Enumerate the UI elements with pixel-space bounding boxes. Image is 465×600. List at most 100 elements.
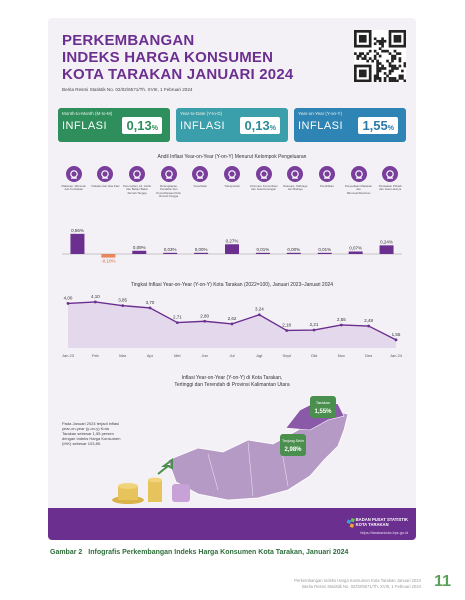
- contribution-bar: [70, 233, 85, 254]
- qr-module: [376, 52, 379, 55]
- qr-code[interactable]: [354, 30, 407, 83]
- qr-module: [363, 54, 367, 58]
- summary-mtm-unit: %: [151, 125, 158, 132]
- qr-module: [398, 74, 402, 78]
- bps-org-name: BADAN PUSAT STATISTIK KOTA TARAKAN: [356, 517, 408, 527]
- qr-module: [361, 57, 365, 60]
- house-icon: [129, 166, 146, 182]
- group-label: Pendidikan: [319, 184, 334, 188]
- x-tick-label: Mei: [174, 353, 181, 358]
- summary-ytd-value-box: 0,13%: [240, 117, 280, 134]
- group-label: Perumahan, Air, Listrik dan Bahan Bakar …: [123, 184, 152, 195]
- qr-module: [363, 34, 367, 38]
- qr-module: [363, 72, 367, 75]
- page-footer-line-1: Perkembangan Indeks Harga Konsumen Kota …: [294, 578, 421, 583]
- tanjung-selor-marker: Tanjung Selor 2,98%: [280, 434, 306, 456]
- inflation-point: [148, 306, 152, 310]
- qr-module: [358, 64, 362, 68]
- qr-module: [396, 44, 399, 48]
- contribution-bar-label: 0,27%: [226, 238, 239, 243]
- qr-module: [403, 39, 407, 43]
- qr-module: [358, 37, 362, 41]
- inflation-point-label: 4,00: [64, 295, 73, 300]
- tanjung-selor-marker-name: Tanjung Selor: [282, 439, 305, 443]
- qr-module: [368, 34, 372, 38]
- x-tick-label: Apr: [147, 353, 154, 358]
- qr-module: [403, 62, 407, 65]
- x-tick-label: Jan 24: [390, 353, 403, 358]
- tarakan-marker: Tarakan 1,55%: [310, 396, 336, 418]
- qr-module: [368, 67, 372, 70]
- qr-module: [398, 57, 402, 60]
- qr-module: [381, 39, 384, 43]
- qr-module: [361, 52, 365, 55]
- x-tick-label: Nov: [338, 353, 345, 358]
- qr-module: [393, 34, 397, 38]
- personal-care-icon: [382, 166, 399, 182]
- infographic-title: PERKEMBANGAN INDEKS HARGA KONSUMEN KOTA …: [62, 32, 293, 83]
- qr-module: [396, 52, 399, 55]
- qr-module: [383, 39, 387, 43]
- contribution-bar: [379, 245, 394, 254]
- qr-module: [383, 77, 387, 80]
- qr-module: [393, 49, 397, 53]
- qr-module: [373, 74, 377, 78]
- qr-module: [368, 49, 372, 53]
- footer-band: [48, 508, 416, 540]
- qr-module: [376, 77, 379, 80]
- group-label: Kesehatan: [193, 184, 208, 188]
- qr-module: [378, 62, 382, 65]
- qr-module: [393, 44, 397, 48]
- contribution-bar-label: 0,00%: [287, 247, 300, 252]
- map-title-line-1: Inflasi Year-on-Year (Y-on-Y) di Kota Ta…: [181, 375, 283, 381]
- inflation-point-label: 3,70: [146, 300, 155, 305]
- qr-module: [398, 34, 402, 38]
- contribution-bar-label: 0,00%: [195, 247, 208, 252]
- summary-mtm-value-box: 0,13%: [122, 117, 162, 134]
- qr-module: [388, 69, 392, 73]
- qr-module: [354, 74, 357, 78]
- qr-module: [366, 59, 370, 63]
- qr-module: [388, 62, 392, 65]
- contribution-bar-label: 0,07%: [349, 245, 362, 250]
- inflation-point-label: 2,21: [310, 322, 319, 327]
- inflation-point-label: 2,62: [228, 316, 237, 321]
- qr-module: [388, 44, 392, 48]
- group-label: Perlengkapan, Peralatan dan Pemeliharaan…: [156, 184, 181, 199]
- qr-module: [383, 72, 387, 75]
- qr-module: [388, 72, 392, 75]
- summary-yoy-unit: %: [387, 125, 394, 132]
- bps-url[interactable]: https://tarakankota.bps.go.id: [360, 531, 408, 535]
- qr-module: [354, 44, 357, 48]
- qr-module: [386, 59, 389, 63]
- qr-module: [391, 57, 394, 60]
- contribution-bar: [348, 251, 363, 254]
- map-note: Pada Januari 2024 terjadi inflasi year-o…: [62, 421, 121, 446]
- figure-caption-text: Infografis Perkembangan Indeks Harga Kon…: [88, 549, 349, 556]
- contribution-bar-label: 0,56%: [71, 228, 84, 233]
- qr-module: [361, 74, 365, 78]
- qr-module: [356, 64, 360, 68]
- qr-module: [378, 39, 382, 43]
- qr-module: [398, 30, 402, 33]
- x-tick-label: Okt: [311, 353, 318, 358]
- coins-illustration: [112, 458, 190, 504]
- qr-module: [398, 64, 402, 68]
- qr-module: [398, 52, 402, 55]
- contribution-bar: [194, 252, 209, 254]
- summary-mtm-prefix: INFLASI: [62, 120, 108, 132]
- x-tick-label: Sept: [283, 353, 292, 358]
- qr-module: [354, 39, 357, 43]
- qr-code-graphic: [354, 30, 407, 83]
- qr-module: [376, 67, 379, 70]
- qr-module: [378, 54, 382, 58]
- furniture-icon: [160, 166, 177, 182]
- qr-module: [373, 77, 377, 80]
- qr-module: [403, 30, 407, 33]
- qr-module: [381, 44, 384, 48]
- group-label: Informasi, Komunikasi dan Jasa Keuangan: [249, 184, 278, 192]
- qr-module: [401, 74, 404, 78]
- inflation-point-label: 3,85: [118, 298, 127, 303]
- qr-module: [396, 39, 399, 43]
- inflation-point: [257, 313, 261, 317]
